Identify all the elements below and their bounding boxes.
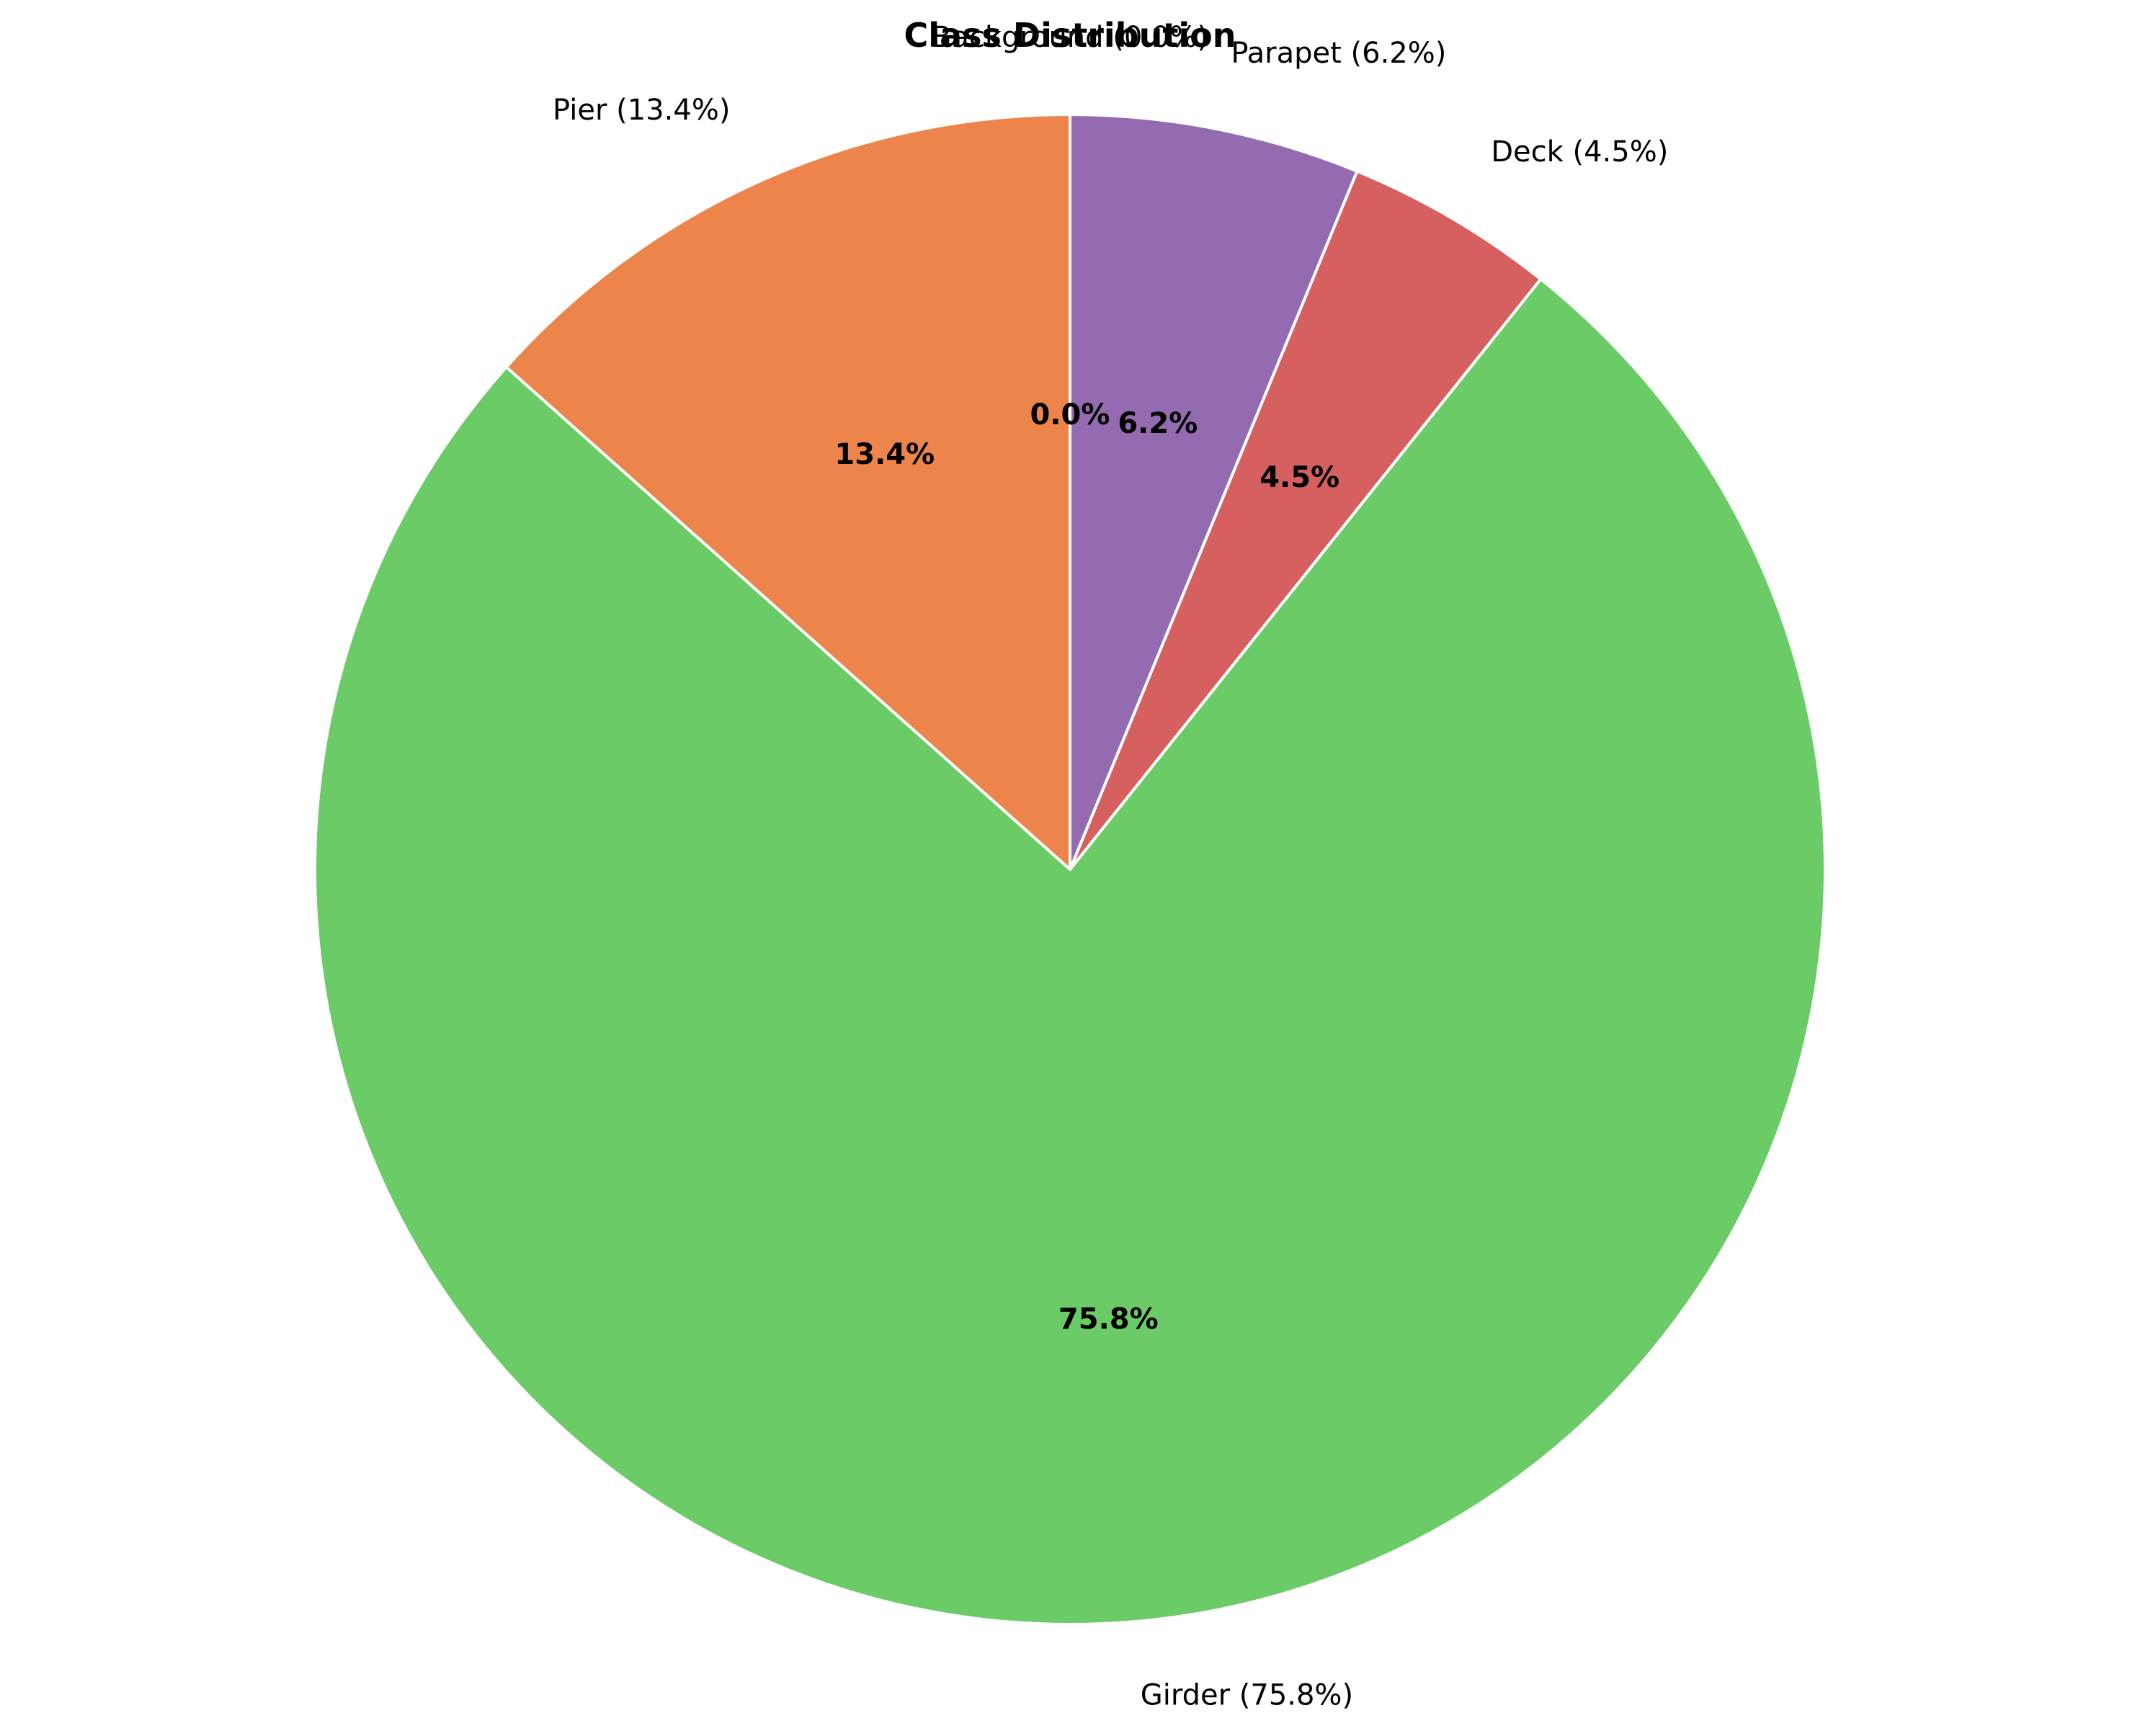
- outer-label-background: Background (0.0%): [932, 21, 1208, 54]
- outer-label-girder: Girder (75.8%): [1141, 1679, 1353, 1712]
- pct-label-deck: 4.5%: [1260, 461, 1339, 494]
- slice-parapet: [1069, 112, 1360, 870]
- pct-label-background: 0.0%: [1030, 398, 1110, 431]
- pct-label-parapet: 6.2%: [1118, 407, 1198, 440]
- slice-deck: [1069, 169, 1543, 871]
- slice-labels: Background (0.0%) Pier (13.4%) Girder (75.…: [553, 21, 1668, 1712]
- outer-label-deck: Deck (4.5%): [1491, 135, 1668, 169]
- slice-girder: [313, 277, 1827, 1626]
- chart-title: Class Distribution: [904, 16, 1236, 55]
- pct-label-pier: 13.4%: [834, 438, 935, 471]
- pct-label-girder: 75.8%: [1058, 1303, 1159, 1336]
- percent-labels: 0.0% 13.4% 75.8% 4.5% 6.2%: [834, 398, 1339, 1335]
- slice-pier: [504, 112, 1071, 873]
- pie-slices: [313, 112, 1827, 1626]
- outer-label-parapet: Parapet (6.2%): [1231, 37, 1446, 70]
- outer-label-pier: Pier (13.4%): [553, 94, 730, 127]
